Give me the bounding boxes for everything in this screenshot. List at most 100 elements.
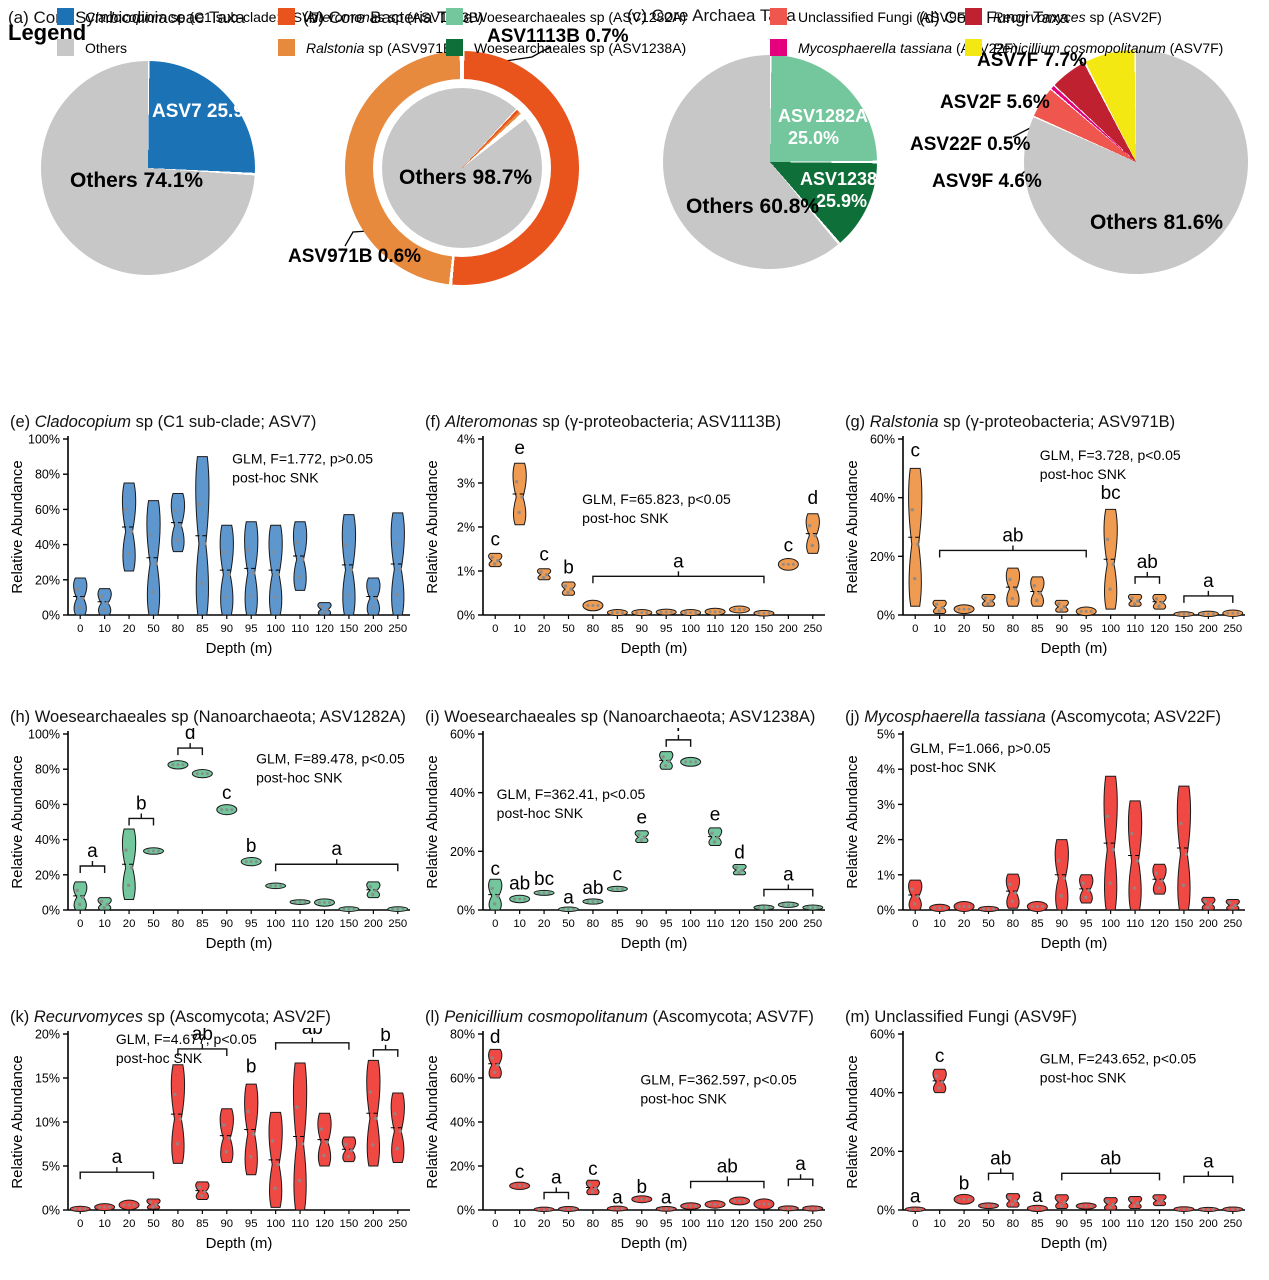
data-point [244, 860, 248, 864]
pie-label-d-1: ASV2F 5.6% [940, 92, 1050, 113]
data-point [635, 1197, 639, 1201]
svg-text:95: 95 [245, 623, 258, 635]
pie-title-b: (b) Core Bacteria Taxa [303, 8, 473, 27]
data-point [178, 523, 183, 528]
svg-text:250: 250 [1223, 918, 1242, 930]
sig-bracket-label: b [380, 1028, 391, 1046]
data-point [197, 502, 202, 506]
data-point [490, 1056, 494, 1060]
svg-text:0: 0 [492, 1218, 498, 1230]
legend-swatch-7 [770, 39, 787, 56]
sig-letter: c [515, 1162, 525, 1183]
sig-bracket [177, 1043, 228, 1056]
data-point [987, 1204, 990, 1208]
x-axis: 0 10 20 50 80 85 90 95 100 110 120 150 200 250 [912, 1210, 1242, 1230]
data-point [640, 611, 644, 615]
data-point [642, 835, 646, 839]
data-point [224, 1150, 228, 1154]
violin [195, 456, 210, 616]
data-point [195, 772, 199, 776]
data-point [152, 849, 155, 853]
stats-text: post-hoc SNK [582, 510, 669, 526]
data-point [81, 895, 85, 900]
violin-panel-k: (k) Recurvomyces sp (Ascomycota; ASV2F) 0… [8, 1008, 420, 1273]
pie-label-b-2: Others 98.7% [399, 166, 533, 189]
data-point [913, 576, 917, 581]
data-point [270, 550, 275, 554]
pie-label-c-1: 25.0% [788, 128, 840, 148]
y-axis: 0% 1% 2% 3% 4% 5% [877, 728, 903, 918]
data-point [344, 1142, 348, 1147]
legend-label-5: Woesearchaeales sp (ASV1238A) [474, 39, 687, 56]
data-point [1081, 881, 1085, 885]
data-point [200, 581, 204, 586]
brackets: a b d a [79, 723, 399, 873]
data-point [1226, 611, 1230, 615]
data-point [496, 558, 500, 563]
data-point [276, 1162, 280, 1167]
data-point [349, 1148, 354, 1153]
data-point [303, 900, 307, 904]
legend-label-9: Penicillium cosmopolitanum (ASV7F) [993, 39, 1224, 56]
violin-panel-h: (h) Woesearchaeales sp (Nanoarchaeota; A… [8, 708, 420, 973]
violin-panel-g: (g) Ralstonia sp (γ-proteobacteria; ASV9… [843, 413, 1255, 678]
svg-text:10: 10 [513, 918, 526, 930]
data-point [1111, 1202, 1115, 1207]
svg-text:20%: 20% [450, 845, 475, 859]
data-point [590, 1190, 595, 1194]
y-axis-label: Relative Abundance [9, 1055, 26, 1188]
svg-text:95: 95 [660, 1218, 673, 1230]
sig-letter: c [539, 544, 549, 565]
svg-text:100: 100 [266, 623, 285, 635]
svg-text:20: 20 [958, 1218, 971, 1230]
svg-text:150: 150 [1174, 623, 1193, 635]
data-point [586, 604, 590, 608]
sig-bracket-label: d [185, 728, 196, 744]
data-point [1154, 597, 1159, 601]
data-point [276, 572, 280, 577]
data-point [957, 1197, 961, 1201]
data-point [1030, 1206, 1034, 1210]
data-point [517, 510, 521, 515]
data-point [712, 840, 717, 844]
violin [292, 521, 308, 591]
violins [488, 1048, 824, 1212]
svg-text:150: 150 [339, 623, 358, 635]
pie-label-c-0: ASV1282A [778, 106, 869, 126]
svg-text:150: 150 [754, 623, 773, 635]
svg-text:200: 200 [364, 623, 383, 635]
svg-text:110: 110 [706, 1218, 724, 1230]
data-point [713, 610, 717, 614]
data-point [566, 590, 570, 595]
sig-bracket-label: a [1203, 571, 1214, 592]
data-point [542, 891, 546, 895]
data-point [513, 1184, 517, 1188]
data-point [1157, 1201, 1161, 1206]
svg-text:0%: 0% [42, 609, 60, 623]
data-point [346, 1154, 351, 1159]
violin-plot-m: 0% 20% 40% 60% 0 10 20 50 80 85 90 95 100 110 120 150 20… [844, 1028, 1245, 1252]
data-point [645, 611, 649, 615]
violins [69, 1059, 405, 1212]
svg-text:80: 80 [587, 1218, 600, 1230]
sig-bracket-label: a [1203, 1151, 1214, 1172]
svg-text:200: 200 [364, 1218, 383, 1230]
data-point [1182, 1207, 1186, 1211]
data-point [718, 610, 722, 614]
data-point [757, 1202, 761, 1206]
data-point [1135, 859, 1140, 863]
data-point [124, 848, 128, 852]
svg-text:100: 100 [681, 623, 700, 635]
data-point [151, 590, 155, 594]
data-point [1154, 1196, 1159, 1200]
sig-bracket [79, 861, 106, 873]
data-point [708, 1202, 712, 1206]
data-point [295, 540, 299, 545]
data-point [318, 901, 321, 905]
svg-text:100: 100 [1101, 1218, 1120, 1230]
data-point [1059, 608, 1063, 612]
svg-text:150: 150 [1174, 918, 1193, 930]
stats: GLM, F=1.066, p>0.05 post-hoc SNK [910, 740, 1051, 775]
svg-text:1%: 1% [877, 868, 895, 882]
